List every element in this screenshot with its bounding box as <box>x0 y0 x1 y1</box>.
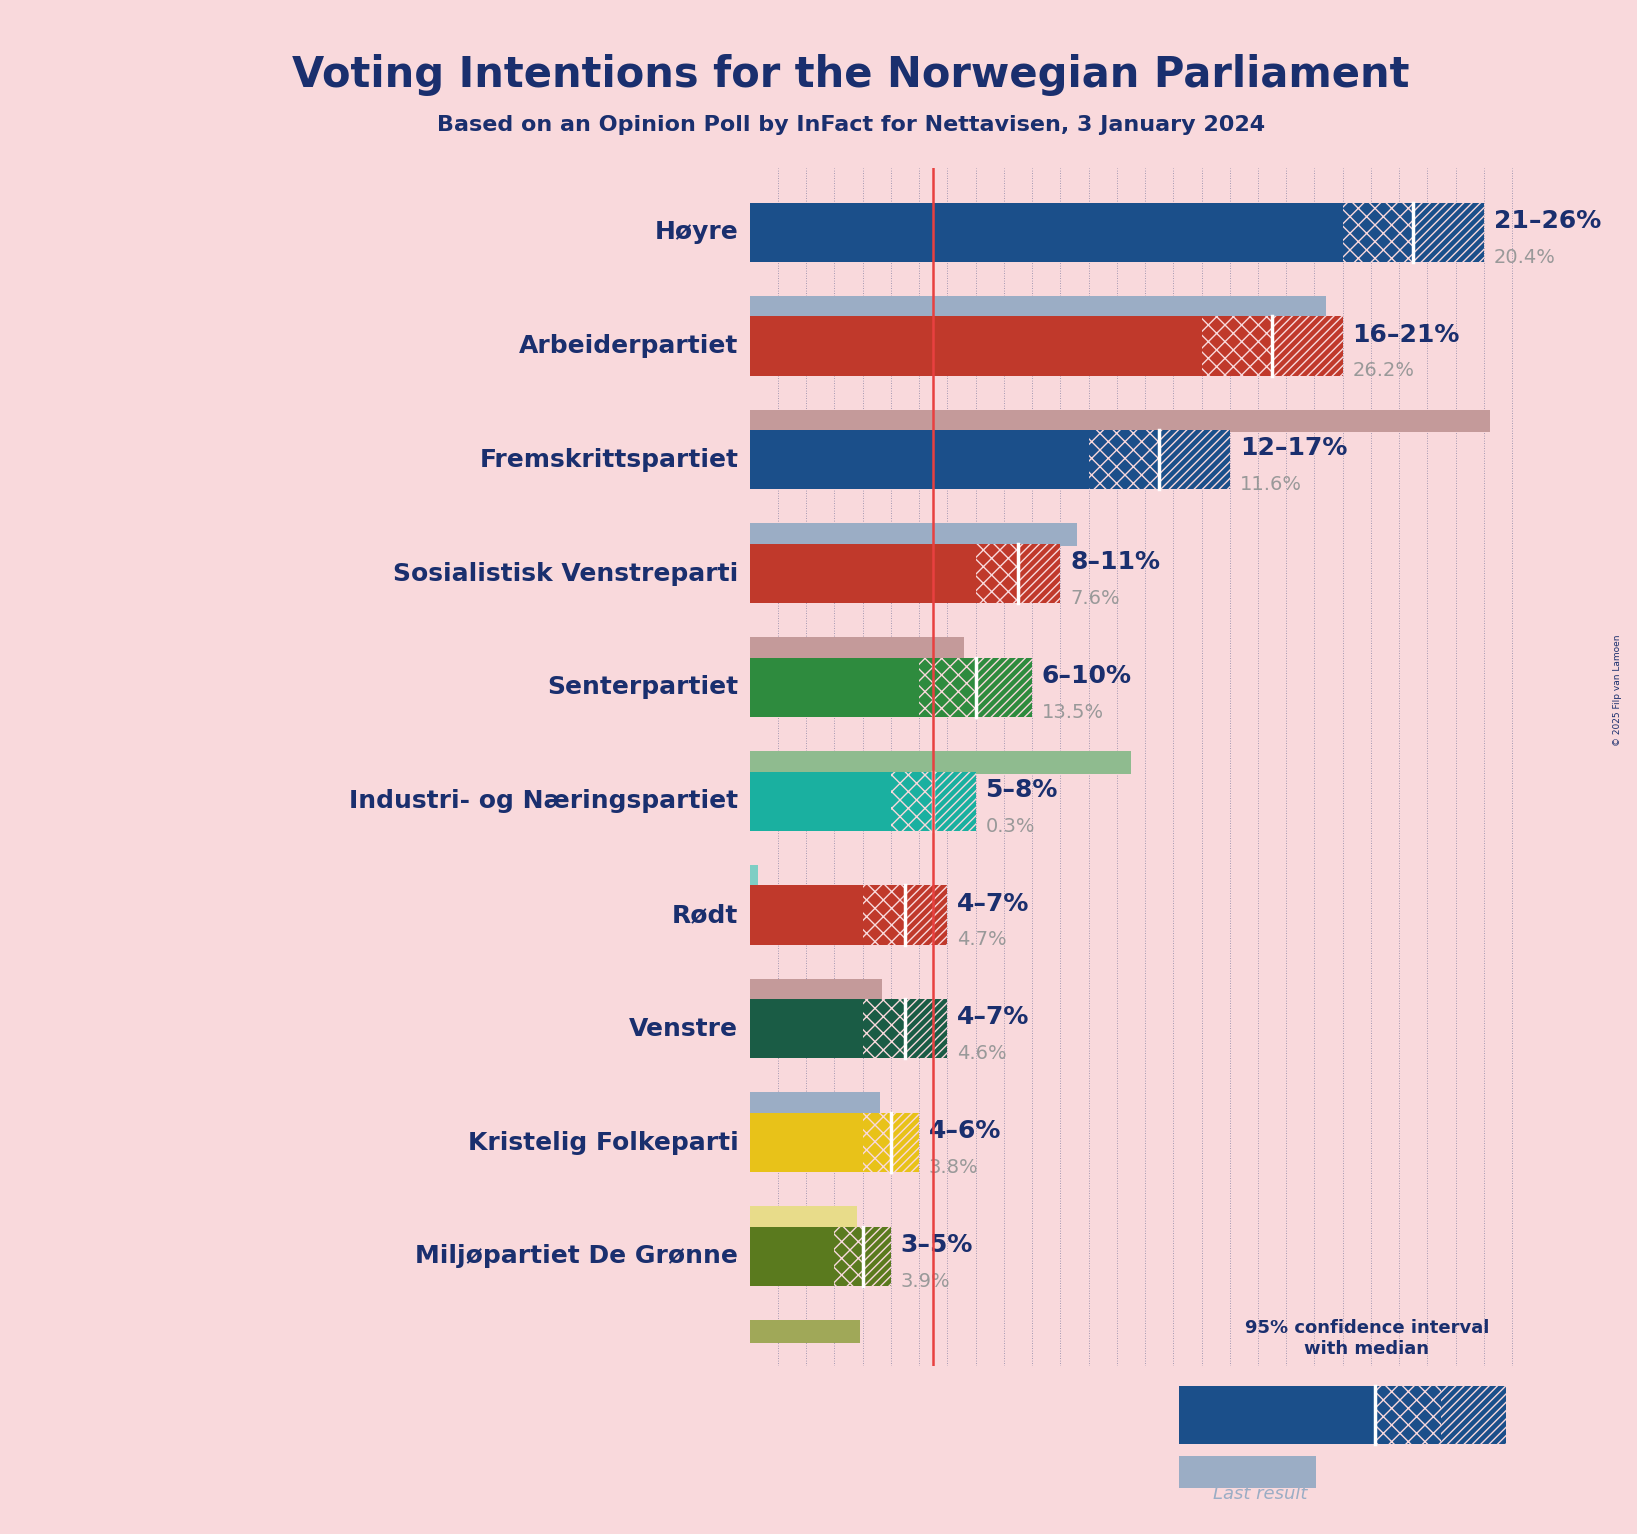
Bar <box>750 545 1061 603</box>
Bar <box>863 1227 891 1285</box>
Bar <box>750 637 964 660</box>
Bar <box>750 658 1031 716</box>
Bar <box>750 752 1131 773</box>
Bar <box>750 430 1229 489</box>
Bar <box>1202 316 1272 376</box>
Text: Last result: Last result <box>1213 1485 1308 1503</box>
Text: 95% confidence interval
with median: 95% confidence interval with median <box>1244 1319 1490 1358</box>
Text: Fremskrittspartiet: Fremskrittspartiet <box>480 448 738 472</box>
Text: 3.9%: 3.9% <box>900 1272 951 1292</box>
Bar <box>750 1092 879 1115</box>
Text: Based on an Opinion Poll by InFact for Nettavisen, 3 January 2024: Based on an Opinion Poll by InFact for N… <box>437 115 1265 135</box>
Bar <box>1179 1385 1375 1445</box>
Bar <box>750 1321 859 1342</box>
Bar <box>863 1114 891 1172</box>
Bar <box>1375 1385 1441 1445</box>
Text: 5–8%: 5–8% <box>985 778 1058 802</box>
Bar <box>750 316 1342 376</box>
Text: 4–7%: 4–7% <box>958 1005 1030 1029</box>
Text: 4.7%: 4.7% <box>958 931 1007 950</box>
Bar <box>891 1114 918 1172</box>
Bar <box>1413 202 1483 262</box>
Bar <box>933 772 976 831</box>
Bar <box>750 885 948 945</box>
Text: Sosialistisk Venstreparti: Sosialistisk Venstreparti <box>393 561 738 586</box>
Bar <box>976 545 1018 603</box>
Bar <box>750 772 976 831</box>
Text: 4–6%: 4–6% <box>928 1120 1002 1143</box>
Text: © 2025 Filp van Lamoen: © 2025 Filp van Lamoen <box>1612 635 1622 746</box>
Text: Miljøpartiet De Grønne: Miljøpartiet De Grønne <box>416 1244 738 1269</box>
Bar <box>1441 1385 1506 1445</box>
Text: Senterpartiet: Senterpartiet <box>547 675 738 700</box>
Bar <box>750 999 948 1058</box>
Text: 8–11%: 8–11% <box>1071 551 1161 574</box>
Text: Kristelig Folkeparti: Kristelig Folkeparti <box>468 1131 738 1155</box>
Bar <box>863 999 905 1058</box>
Bar <box>918 658 976 716</box>
Text: Høyre: Høyre <box>655 221 738 244</box>
Text: 26.2%: 26.2% <box>1352 362 1414 380</box>
Text: Arbeiderpartiet: Arbeiderpartiet <box>519 334 738 357</box>
Bar <box>750 979 882 1002</box>
Bar <box>835 1227 863 1285</box>
Bar <box>750 296 1326 319</box>
Text: 0.3%: 0.3% <box>985 816 1035 836</box>
Bar <box>1272 316 1342 376</box>
Text: 16–21%: 16–21% <box>1352 322 1460 347</box>
Bar <box>905 999 948 1058</box>
Bar <box>976 658 1031 716</box>
Text: 4–7%: 4–7% <box>958 891 1030 916</box>
Bar <box>750 523 1077 546</box>
Bar <box>863 885 905 945</box>
Bar <box>891 772 933 831</box>
Text: 6–10%: 6–10% <box>1041 664 1131 687</box>
Bar <box>750 410 1490 433</box>
Bar <box>750 1227 891 1285</box>
Text: 7.6%: 7.6% <box>1071 589 1120 607</box>
Text: 21–26%: 21–26% <box>1495 209 1601 233</box>
Bar <box>750 865 758 888</box>
Text: 3–5%: 3–5% <box>900 1233 972 1256</box>
Bar <box>1179 1456 1316 1488</box>
Text: 11.6%: 11.6% <box>1239 476 1301 494</box>
Bar <box>750 1114 918 1172</box>
Bar <box>1018 545 1061 603</box>
Bar <box>1089 430 1159 489</box>
Text: Industri- og Næringspartiet: Industri- og Næringspartiet <box>349 788 738 813</box>
Text: Venstre: Venstre <box>629 1017 738 1040</box>
Text: Voting Intentions for the Norwegian Parliament: Voting Intentions for the Norwegian Parl… <box>293 54 1409 95</box>
Bar <box>1159 430 1229 489</box>
Text: 12–17%: 12–17% <box>1239 436 1347 460</box>
Bar <box>750 1206 856 1229</box>
Text: Rødt: Rødt <box>671 904 738 927</box>
Text: 4.6%: 4.6% <box>958 1045 1007 1063</box>
Text: 20.4%: 20.4% <box>1495 247 1555 267</box>
Text: 13.5%: 13.5% <box>1041 703 1103 723</box>
Bar <box>750 202 1483 262</box>
Bar <box>905 885 948 945</box>
Bar <box>1342 202 1413 262</box>
Text: 3.8%: 3.8% <box>928 1158 979 1177</box>
